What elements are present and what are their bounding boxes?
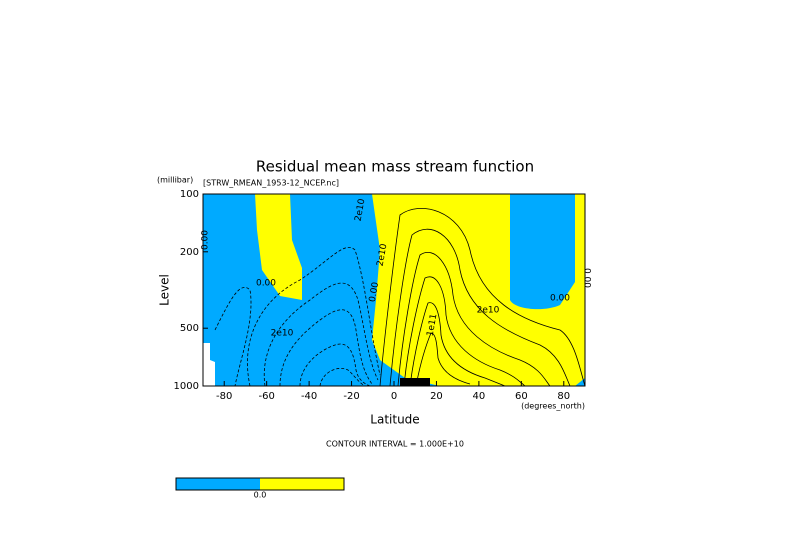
contour-field — [203, 194, 586, 387]
contour-label: 2e10 — [271, 329, 294, 339]
subtitle: [STRW_RMEAN_1953-12_NCEP.nc] — [203, 179, 339, 188]
contour-label: 2e10 — [354, 198, 368, 222]
y-tick-label: 200 — [180, 247, 199, 258]
x-tick-label: 60 — [515, 391, 528, 402]
x-tick-label: -20 — [343, 391, 359, 402]
x-tick-label: 80 — [557, 391, 570, 402]
positive-contours — [379, 208, 586, 387]
contour-label: 1e11 — [426, 313, 440, 337]
contour-label: 0.00 — [201, 230, 211, 250]
colorbar-label: 0.0 — [254, 491, 267, 500]
contour-interval: CONTOUR INTERVAL = 1.000E+10 — [326, 440, 464, 449]
positive-region — [255, 194, 302, 300]
y-tick-label: 500 — [180, 323, 199, 334]
y-tick-label: 100 — [180, 189, 199, 200]
contour-label: 0.00 — [582, 268, 592, 288]
missing-region — [203, 343, 215, 386]
contour-label: 2e10 — [376, 243, 390, 267]
colorbar-frame — [175, 477, 345, 491]
contour-label: 0.00 — [368, 281, 381, 303]
colorbar-positive — [260, 478, 344, 490]
positive-region — [372, 194, 585, 386]
y-axis-label: Level — [158, 274, 172, 306]
colorbar-negative — [176, 478, 260, 490]
y-tick-label: 1000 — [174, 381, 199, 392]
x-tick-label: -60 — [258, 391, 274, 402]
dense-contours — [400, 378, 430, 386]
contour-label: 2e10 — [477, 306, 500, 316]
x-axis-label: Latitude — [370, 413, 419, 427]
negative-contours — [214, 247, 381, 387]
x-tick-label: 40 — [473, 391, 486, 402]
contour-label: 0.00 — [550, 294, 570, 304]
x-unit: (degrees_north) — [521, 402, 585, 411]
x-tick-label: -80 — [216, 391, 232, 402]
y-unit: (millibar) — [157, 176, 193, 185]
x-tick-label: 0 — [391, 391, 397, 402]
contour-label: 0.00 — [256, 279, 276, 289]
x-tick-label: 20 — [430, 391, 443, 402]
x-tick-label: -40 — [301, 391, 317, 402]
chart-title: Residual mean mass stream function — [256, 158, 534, 176]
